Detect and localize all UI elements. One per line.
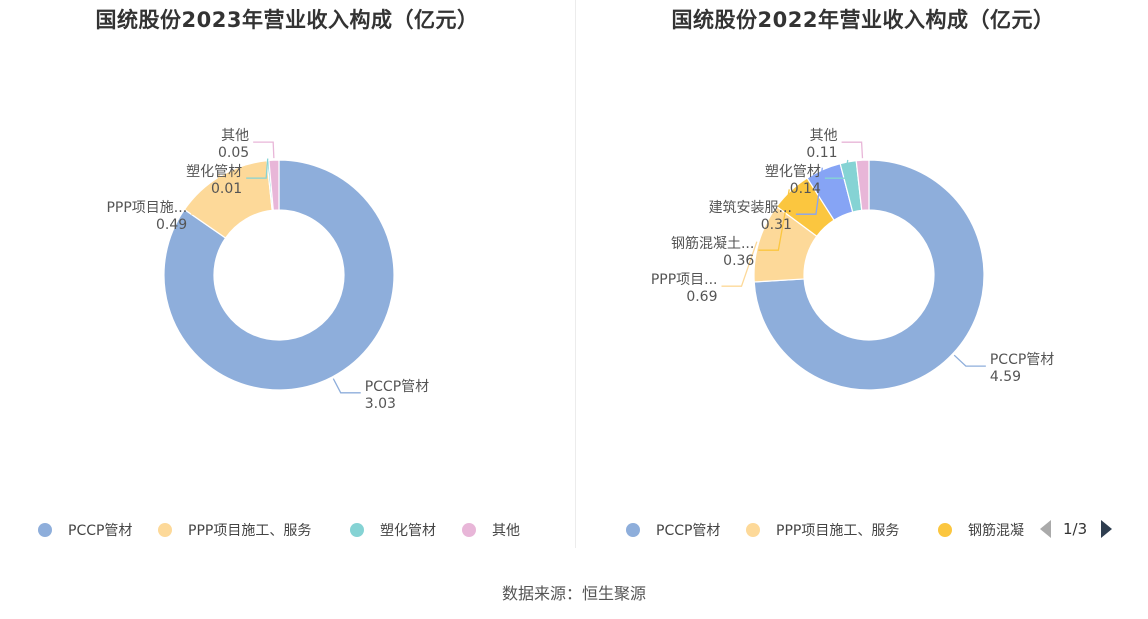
chart-panel-2022: 国统股份2022年营业收入构成（亿元） PCCP管材 4.59 PPP项目... 0.…	[576, 0, 1148, 560]
legend-marker	[938, 523, 952, 537]
chart-title: 国统股份2023年营业收入构成（亿元）	[95, 8, 479, 32]
slice-category-label: 钢筋混凝土...	[671, 235, 754, 252]
legend-item[interactable]: 钢筋混凝	[938, 520, 1024, 540]
slice-category-label: PPP项目施...	[106, 200, 187, 216]
legend-label: 其他	[492, 523, 520, 539]
legend-label: PPP项目施工、服务	[776, 523, 900, 539]
legend-marker	[38, 523, 52, 537]
label-leader-line	[953, 354, 986, 367]
legend-item[interactable]: 塑化管材	[350, 520, 436, 540]
legend-marker	[626, 523, 640, 537]
label-leader-line	[253, 141, 275, 159]
slice-value-label: 0.05	[218, 145, 249, 161]
chart-title: 国统股份2022年营业收入构成（亿元）	[671, 8, 1055, 32]
data-source-note: 数据来源：恒生聚源	[501, 584, 646, 603]
label-leader-line	[824, 159, 849, 179]
slice-value-label: 3.03	[365, 396, 396, 412]
slice-category-label: 建筑安装服...	[709, 200, 792, 216]
legend-marker	[462, 523, 476, 537]
legend: PCCP管材 PPP项目施工、服务 钢筋混凝 1/3	[576, 520, 1148, 544]
legend-marker	[350, 523, 364, 537]
slice-value-label: 4.59	[990, 369, 1021, 385]
legend-marker	[746, 523, 760, 537]
slice-category-label: 其他	[221, 128, 249, 144]
legend-label: PCCP管材	[656, 523, 721, 539]
panel-divider	[575, 0, 576, 548]
legend-label: PCCP管材	[68, 523, 133, 539]
label-leader-line	[795, 167, 823, 215]
legend-label: PPP项目施工、服务	[188, 523, 312, 539]
pie-slice[interactable]	[753, 159, 985, 391]
slice-value-label: 0.01	[211, 181, 242, 197]
pie-slice[interactable]	[268, 159, 280, 211]
slice-category-label: PCCP管材	[365, 379, 429, 395]
legend: PCCP管材 PPP项目施工、服务 塑化管材 其他	[0, 520, 574, 544]
legend-item[interactable]: PPP项目施工、服务	[158, 520, 311, 540]
label-leader-line	[246, 158, 269, 179]
slice-value-label: 0.36	[723, 253, 754, 269]
legend-item[interactable]: PPP项目施工、服务	[746, 520, 899, 540]
legend-pager: 1/3	[1040, 520, 1113, 538]
slice-category-label: PPP项目...	[651, 272, 718, 288]
legend-item[interactable]: 其他	[462, 520, 520, 540]
label-leader-line	[721, 241, 758, 287]
label-leader-line	[758, 189, 790, 251]
label-leader-line	[332, 378, 361, 394]
pie-slice[interactable]	[855, 159, 870, 212]
slice-value-label: 0.31	[761, 217, 792, 233]
previous-page-icon[interactable]	[1040, 520, 1051, 538]
legend-label: 钢筋混凝	[968, 523, 1024, 539]
page-indicator: 1/3	[1063, 520, 1088, 538]
slice-value-label: 0.11	[806, 145, 837, 161]
pie-slice[interactable]	[163, 159, 395, 391]
slice-category-label: 其他	[810, 128, 838, 144]
slice-category-label: 塑化管材	[765, 164, 821, 180]
slice-category-label: PCCP管材	[990, 352, 1054, 368]
legend-item[interactable]: PCCP管材	[626, 520, 720, 540]
next-page-icon[interactable]	[1101, 520, 1113, 538]
chart-panel-2023: 国统股份2023年营业收入构成（亿元） PCCP管材 3.03 PPP项目施... 0…	[0, 0, 574, 560]
slice-value-label: 0.49	[156, 217, 187, 233]
label-leader-line	[841, 141, 864, 159]
slice-value-label: 0.14	[790, 181, 821, 197]
slice-value-label: 0.69	[686, 289, 717, 305]
legend-item[interactable]: PCCP管材	[38, 520, 132, 540]
label-leader-line	[191, 174, 220, 215]
legend-items: PCCP管材 PPP项目施工、服务 钢筋混凝	[576, 520, 1031, 544]
legend-label: 塑化管材	[380, 523, 436, 539]
slice-category-label: 塑化管材	[186, 164, 242, 180]
legend-marker	[158, 523, 172, 537]
